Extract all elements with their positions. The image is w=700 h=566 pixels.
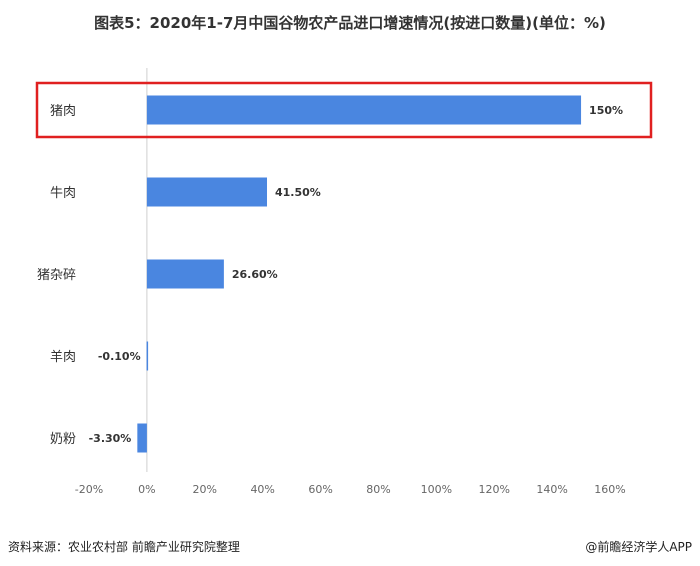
data-label: -0.10%	[98, 350, 141, 363]
bar	[146, 341, 149, 371]
x-tick-label: 20%	[193, 483, 217, 496]
category-label: 猪杂碎	[37, 268, 76, 283]
chart-title: 图表5：2020年1-7月中国谷物农产品进口增速情况(按进口数量)(单位：%)	[94, 14, 606, 32]
x-tick-label: -20%	[75, 483, 103, 496]
bar	[146, 95, 582, 125]
bar	[146, 259, 224, 289]
category-label: 羊肉	[50, 349, 76, 365]
x-tick-label: 140%	[536, 483, 567, 496]
category-label: 猪肉	[50, 104, 76, 119]
x-tick-label: 160%	[594, 483, 625, 496]
x-tick-label: 40%	[250, 483, 274, 496]
data-label: 41.50%	[275, 186, 321, 199]
data-label: 150%	[589, 104, 623, 117]
x-tick-label: 80%	[366, 483, 390, 496]
source-note: 资料来源：农业农村部 前瞻产业研究院整理	[8, 540, 240, 554]
category-label: 奶粉	[50, 432, 76, 447]
brand-label: @前瞻经济学人APP	[585, 540, 692, 554]
bar	[137, 423, 147, 453]
data-label: -3.30%	[89, 432, 132, 445]
x-tick-label: 0%	[138, 483, 155, 496]
category-label: 牛肉	[50, 186, 76, 201]
data-label: 26.60%	[232, 268, 278, 281]
x-tick-label: 60%	[308, 483, 332, 496]
x-tick-label: 100%	[421, 483, 452, 496]
x-tick-label: 120%	[478, 483, 509, 496]
highlight-box	[35, 81, 653, 139]
bar	[146, 177, 268, 207]
